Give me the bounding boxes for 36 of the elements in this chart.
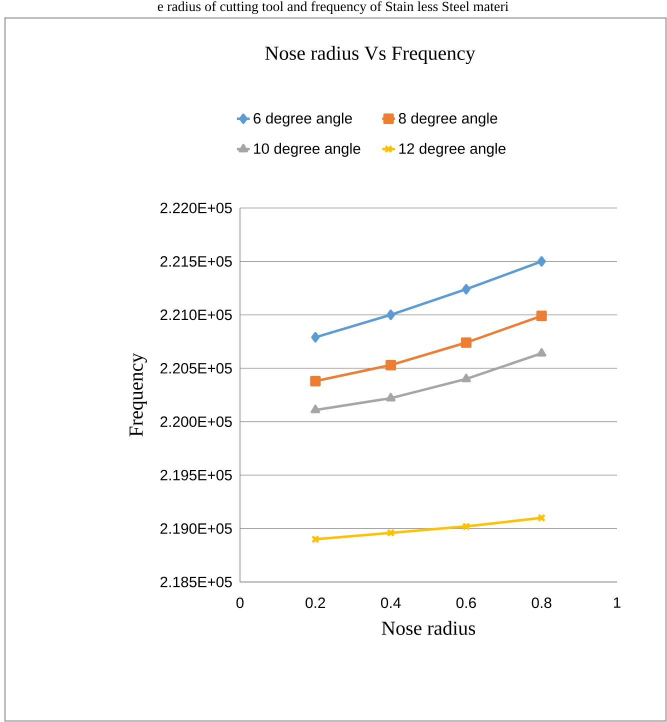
point [310,404,320,414]
legend-label: 8 degree angle [398,112,498,127]
point [386,360,396,370]
point [462,522,470,531]
point [310,376,321,386]
point [460,337,472,348]
x-tick-label: 1 [614,598,620,608]
point [537,256,546,267]
legend-label: 12 degree angle [399,142,506,157]
y-tick-label: 2.215E+05 [160,256,232,267]
point [462,284,470,294]
point [386,310,396,320]
x-tick-label: 0 [236,598,244,608]
legend-label: 10 degree angle [254,142,360,157]
point [311,332,320,343]
legend-label: 6 degree angle [254,112,352,127]
x-tick-label: 0.2 [306,598,326,608]
text: e radius of cutting tool and frequency of Stain less Steel materi [158,1,508,14]
x-tick-label: 0.8 [532,598,552,608]
y-tick-label: 2.195E+05 [160,470,232,480]
point [536,348,546,357]
y-tick-label: 2.205E+05 [160,362,232,374]
point [386,392,396,402]
x-tick-label: 0.6 [456,598,476,608]
y-tick-label: 2.190E+05 [160,523,232,534]
x-axis-title: Nose radius [382,620,476,635]
point [536,310,547,322]
y-tick-label: 2.220E+05 [160,202,232,214]
y-tick-label: 2.210E+05 [160,310,232,320]
y-tick-label: 2.200E+05 [160,416,232,427]
x-tick-label: 0.4 [380,598,401,608]
chart-title: Nose radius Vs Frequency [265,46,476,64]
point [461,374,471,382]
point [386,528,395,537]
y-tick-label: 2.185E+05 [160,576,232,588]
y-axis-title: Frequency [130,353,147,436]
